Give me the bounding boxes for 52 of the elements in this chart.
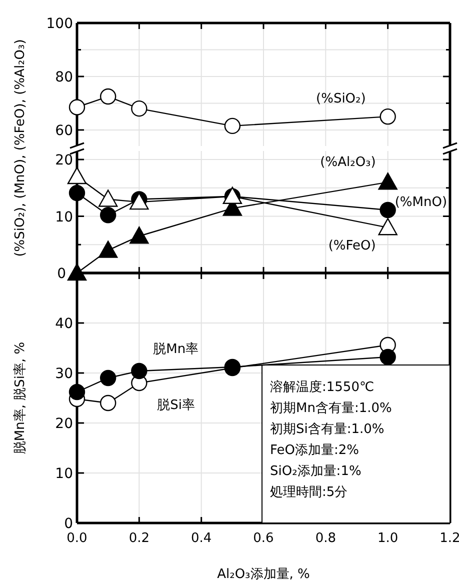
point [130, 226, 149, 244]
x-tick-label: 0.0 [66, 531, 88, 546]
series-label: (%Al₂O₃) [320, 155, 376, 170]
point [68, 99, 86, 116]
y-tick-label: 80 [55, 69, 73, 86]
x-axis-title: Al₂O₃添加量, % [217, 567, 310, 582]
point [378, 218, 398, 236]
annotation: 処理時間:5分 [270, 485, 348, 500]
point [378, 172, 398, 190]
legend-label: (%MnO) [394, 195, 448, 210]
point [100, 88, 116, 105]
y-axis-title: 脱Mn率, 脱Si率, % [12, 342, 28, 454]
point [131, 362, 148, 380]
x-tick-label: 1.0 [377, 531, 398, 546]
annotation: SiO₂添加量:1% [270, 464, 362, 479]
y-tick-label: 10 [55, 209, 73, 226]
y-tick-label: 40 [55, 316, 73, 332]
series-label: (%SiO₂) [316, 92, 366, 107]
annotation: 溶解温度:1550℃ [270, 379, 374, 395]
point [380, 202, 396, 218]
y-tick-label: 20 [55, 416, 73, 432]
series-label: (%FeO) [328, 238, 376, 254]
point [68, 184, 86, 202]
x-tick-label: 0.4 [190, 531, 212, 546]
y-tick-label: 10 [55, 466, 73, 482]
series-label: 脱Si率 [157, 397, 196, 413]
annotation: FeO添加量:2% [270, 443, 360, 458]
series-label: 脱Mn率 [153, 341, 199, 357]
point [380, 108, 396, 125]
y-axis-title: (%SiO₂), (MnO), (%FeO), (%Al₂O₃) [13, 39, 28, 257]
point [131, 100, 148, 117]
annotation: 初期Mn含有量:1.0% [270, 401, 392, 416]
point [224, 118, 241, 134]
y-tick-label: 0 [57, 266, 66, 282]
point [68, 384, 86, 400]
point [67, 166, 87, 184]
annotation: 初期Si含有量:1.0% [270, 422, 384, 437]
point [100, 370, 116, 386]
x-tick-label: 0.8 [315, 531, 336, 546]
y-tick-label: 30 [55, 366, 73, 382]
point [100, 394, 116, 412]
point [98, 190, 118, 207]
y-tick-label: 100 [46, 16, 73, 32]
x-tick-label: 0.6 [253, 531, 274, 546]
y-tick-label: 20 [55, 152, 73, 169]
point [100, 207, 116, 224]
x-tick-label: 1.2 [440, 531, 459, 546]
y-tick-label: 0 [64, 516, 73, 532]
x-tick-label: 0.2 [128, 531, 150, 546]
y-tick-label: 60 [55, 122, 73, 139]
point [98, 240, 118, 258]
point [380, 348, 396, 366]
